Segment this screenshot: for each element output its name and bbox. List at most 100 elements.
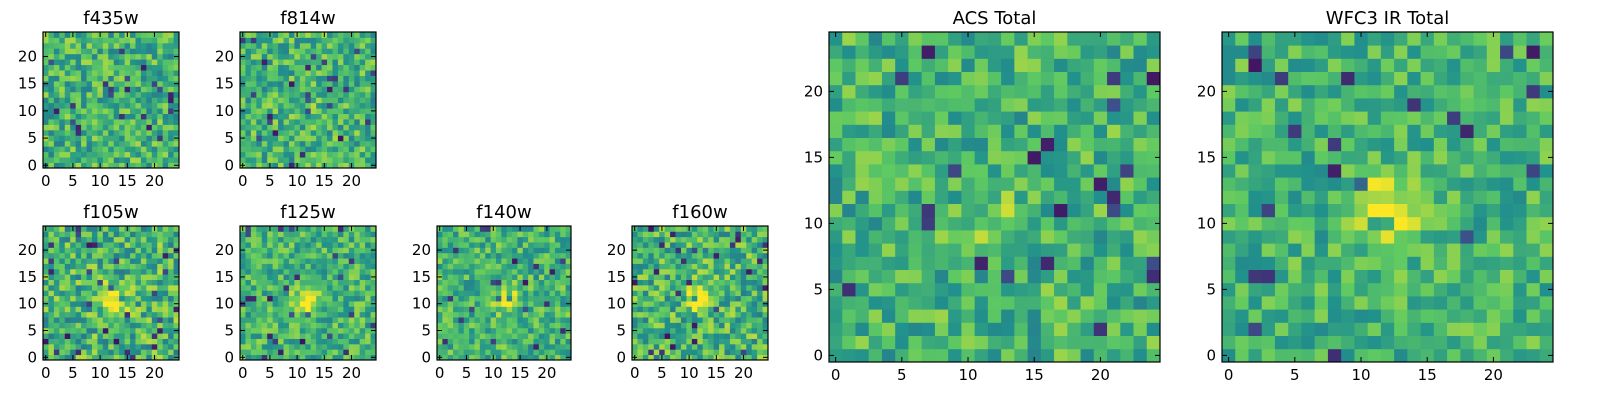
heatmap-cell xyxy=(343,59,350,66)
heatmap-cell xyxy=(1093,124,1108,138)
heatmap-cell xyxy=(59,135,66,142)
heatmap-cell xyxy=(659,263,666,270)
heatmap-cell xyxy=(359,119,366,125)
heatmap-cell xyxy=(168,311,174,318)
heatmap-cell xyxy=(53,252,60,259)
heatmap-cell xyxy=(1093,71,1108,86)
heatmap-cell xyxy=(1014,190,1028,204)
heatmap-cell xyxy=(1539,269,1554,284)
heatmap-cell xyxy=(1327,203,1342,218)
heatmap-cell xyxy=(256,247,263,254)
heatmap-cell xyxy=(278,333,284,339)
heatmap-cell xyxy=(1107,256,1121,270)
heatmap-cell xyxy=(697,284,704,291)
heatmap-cell xyxy=(691,333,698,339)
heatmap-cell xyxy=(294,268,301,275)
heatmap-cell xyxy=(316,37,322,44)
y-tick-label: 0 xyxy=(27,348,37,366)
heatmap-cell xyxy=(713,295,720,302)
heatmap-cell xyxy=(746,284,753,291)
heatmap-cell xyxy=(140,295,147,302)
heatmap-cell xyxy=(294,75,301,82)
heatmap-cell xyxy=(829,177,843,191)
heatmap-cell xyxy=(442,252,449,259)
heatmap-cell xyxy=(365,333,371,339)
heatmap-cell xyxy=(343,242,350,248)
heatmap-cell xyxy=(751,274,758,280)
heatmap-cell xyxy=(337,162,344,169)
heatmap-cell xyxy=(245,252,252,259)
heatmap-cell xyxy=(442,236,449,243)
heatmap-cell xyxy=(442,284,449,291)
heatmap-cell xyxy=(670,343,676,350)
heatmap-cell xyxy=(1420,322,1435,336)
heatmap-cell xyxy=(299,333,306,339)
heatmap-cell xyxy=(447,258,454,264)
heatmap-cell xyxy=(294,108,301,114)
heatmap-cell xyxy=(680,258,687,264)
heatmap-cell xyxy=(1080,124,1095,138)
heatmap-cell xyxy=(75,295,82,302)
heatmap-cell xyxy=(538,274,545,280)
heatmap-cell xyxy=(151,108,158,114)
heatmap-cell xyxy=(528,317,534,323)
heatmap-cell xyxy=(59,263,66,270)
heatmap-cell xyxy=(124,129,131,136)
heatmap-cell xyxy=(479,349,486,356)
heatmap-cell xyxy=(240,151,246,158)
heatmap-cell xyxy=(354,268,361,275)
heatmap-cell xyxy=(1107,203,1121,218)
heatmap-cell xyxy=(1354,216,1369,231)
y-tick-label: 15 xyxy=(215,268,234,286)
heatmap-cell xyxy=(729,274,736,280)
heatmap-cell xyxy=(463,317,470,323)
heatmap-cell xyxy=(294,53,301,60)
heatmap-cell xyxy=(305,86,312,93)
heatmap-cell xyxy=(632,333,638,339)
heatmap-cell xyxy=(70,37,77,44)
heatmap-cell xyxy=(469,284,475,291)
heatmap-cell xyxy=(485,258,491,264)
heatmap-cell xyxy=(469,268,475,275)
heatmap-cell xyxy=(267,279,274,286)
heatmap-cell xyxy=(64,284,71,291)
heatmap-cell xyxy=(256,135,263,142)
heatmap-cell xyxy=(365,268,371,275)
heatmap-cell xyxy=(81,37,87,44)
heatmap-cell xyxy=(664,242,671,248)
heatmap-cell xyxy=(288,354,295,361)
heatmap-cell xyxy=(365,124,371,131)
heatmap-cell xyxy=(1341,322,1355,336)
heatmap-cell xyxy=(162,268,169,275)
heatmap-cell xyxy=(294,322,301,329)
heatmap-cell xyxy=(565,279,572,286)
heatmap-cell xyxy=(1248,230,1263,244)
heatmap-cell xyxy=(64,75,71,82)
heatmap-cell xyxy=(702,295,709,302)
heatmap-cell xyxy=(337,306,344,313)
heatmap-cell xyxy=(1001,309,1015,323)
heatmap-cell xyxy=(1367,256,1382,270)
heatmap-cell xyxy=(343,151,350,158)
heatmap-cell xyxy=(108,247,115,254)
heatmap-cell xyxy=(554,231,561,238)
heatmap-cell xyxy=(1146,296,1161,310)
heatmap-cell xyxy=(544,333,550,339)
x-tick-label: 15 xyxy=(315,364,334,382)
heatmap-cell xyxy=(70,48,77,55)
heatmap-cell xyxy=(697,295,704,302)
heatmap-cell xyxy=(43,151,49,158)
heatmap-cell xyxy=(261,124,268,131)
heatmap-cell xyxy=(294,113,301,120)
heatmap-cell xyxy=(108,252,115,259)
heatmap-cell xyxy=(708,252,714,259)
heatmap-cell xyxy=(119,252,125,259)
heatmap-cell xyxy=(146,32,153,38)
heatmap-cell xyxy=(135,97,142,104)
heatmap-cell xyxy=(91,91,98,98)
heatmap-cell xyxy=(686,338,693,345)
heatmap-cell xyxy=(240,86,246,93)
heatmap-cell xyxy=(1146,190,1161,204)
heatmap-cell xyxy=(108,59,115,66)
